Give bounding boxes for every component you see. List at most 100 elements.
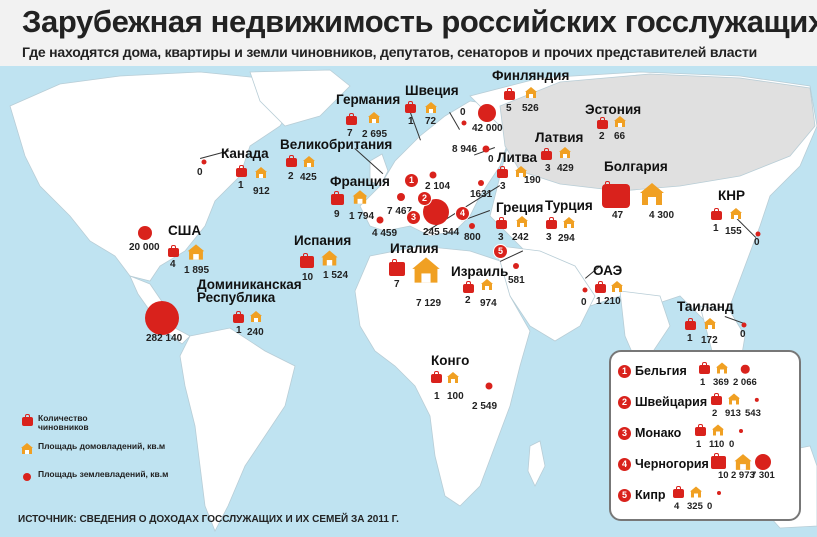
small-country-officials: 4 [674,501,680,512]
briefcase-icon [595,281,606,293]
page-subtitle: Где находятся дома, квартиры и земли чин… [22,44,758,60]
country-name-bulgaria: Болгария [604,159,668,174]
land-area-congo: 2 549 [472,401,498,412]
land-dot-finland [478,104,496,122]
small-country-name: Кипр [635,488,666,502]
housing-area-israel: 974 [480,298,497,309]
house-icon [733,452,753,472]
briefcase-icon [695,424,706,436]
housing-area-uae: 210 [604,296,621,307]
house-icon [711,423,725,437]
land-dot-greece [469,223,475,229]
small-country-land: 7 301 [751,470,775,481]
house-icon [515,215,529,228]
officials-count-congo: 1 [434,391,440,402]
land-area-italy: 245 544 [423,227,460,238]
briefcase-icon [405,101,416,113]
land-dot-extra [478,180,484,186]
land-area-canada: 0 [197,167,203,178]
small-country-land-dot [755,454,771,470]
briefcase-icon [711,208,722,220]
madagascar-land [527,440,546,487]
land-dot-israel [513,263,519,269]
country-name-lithuania: Литва [497,150,538,165]
small-country-name: Швейцария [635,395,708,409]
officials-count-usa: 4 [170,259,176,270]
small-country-name: Монако [635,426,682,440]
land-dot-spain [376,216,384,224]
housing-area-canada: 912 [253,186,270,197]
country-name-usa: США [168,223,202,238]
briefcase-icon [463,281,474,293]
small-country-marker: 3 [617,426,632,441]
small-country-housing: 325 [687,501,703,512]
small-country-land-dot [740,364,750,374]
country-name-congo: Конго [431,353,470,368]
small-country-marker: 1 [617,364,632,379]
briefcase-icon [597,117,608,129]
map-marker-2: 2 [417,191,432,206]
briefcase-icon [236,165,247,177]
country-name-china: КНР [718,188,745,203]
country-name-sweden: Швеция [405,83,459,98]
land-dot-uae [582,287,588,293]
small-country-name: Черногория [635,457,709,471]
legend-housing-label: Площадь домовладений, кв.м [38,441,166,451]
country-name-canada: Канада [221,146,269,161]
land-dot-dominican [145,301,179,335]
country-name-thailand: Таиланд [677,299,734,314]
briefcase-icon [699,362,710,374]
briefcase-icon [233,311,244,323]
world-map [0,66,817,537]
legend-officials: Количество чиновников [18,414,178,442]
housing-area-sweden: 72 [425,116,437,127]
map-marker-5: 5 [493,244,508,259]
country-name-dominican: Доминиканская Республика [197,277,302,305]
small-country-officials: 10 [718,470,729,481]
house-icon [514,165,528,178]
greenland-land [249,69,351,127]
officials-count-sweden: 1 [408,116,414,127]
officials-count-china: 1 [713,223,719,234]
housing-area-usa: 1 895 [184,265,210,276]
small-country-row: 3 Монако 1 110 0 [611,420,799,450]
officials-count-israel: 2 [465,295,471,306]
land-area-thailand: 0 [740,329,746,340]
land-dot-latvia [482,145,490,153]
briefcase-icon [504,88,515,100]
housing-area-spain: 1 524 [323,270,349,281]
land-area-extra: 1631 [470,189,493,200]
africa-land [354,245,531,507]
house-icon [20,442,34,455]
land-dot-usa [138,226,152,240]
housing-area-congo: 100 [447,391,464,402]
briefcase-icon [346,113,357,125]
officials-count-thailand: 1 [687,333,693,344]
housing-area-uk: 425 [300,172,317,183]
country-name-uk: Великобритания [280,137,393,152]
house-icon [729,207,743,220]
small-country-land-dot [754,397,760,403]
country-name-finland: Финляндия [492,68,570,83]
land-dot-france [397,193,405,201]
briefcase-icon [331,191,344,205]
officials-count-uk: 2 [288,171,294,182]
legend-housing: Площадь домовладений, кв.м [18,442,178,470]
land-dot-china [755,231,761,237]
house-icon [524,86,538,99]
legend-land-label: Площадь землевладений, кв.м [38,469,169,479]
country-name-turkey: Турция [545,198,593,213]
house-icon [689,485,703,499]
housing-area-lithuania: 190 [524,175,541,186]
small-country-land: 0 [707,501,713,512]
officials-count-lithuania: 3 [500,181,506,192]
land-area-finland: 42 000 [472,123,503,134]
map-marker-4: 4 [455,206,470,221]
country-name-germany: Германия [336,92,401,107]
land-dot-germany [429,171,437,179]
house-icon [613,115,627,128]
country-name-estonia: Эстония [585,102,642,117]
house-icon [254,166,268,179]
house-icon [446,371,460,384]
housing-area-latvia: 429 [557,163,574,174]
